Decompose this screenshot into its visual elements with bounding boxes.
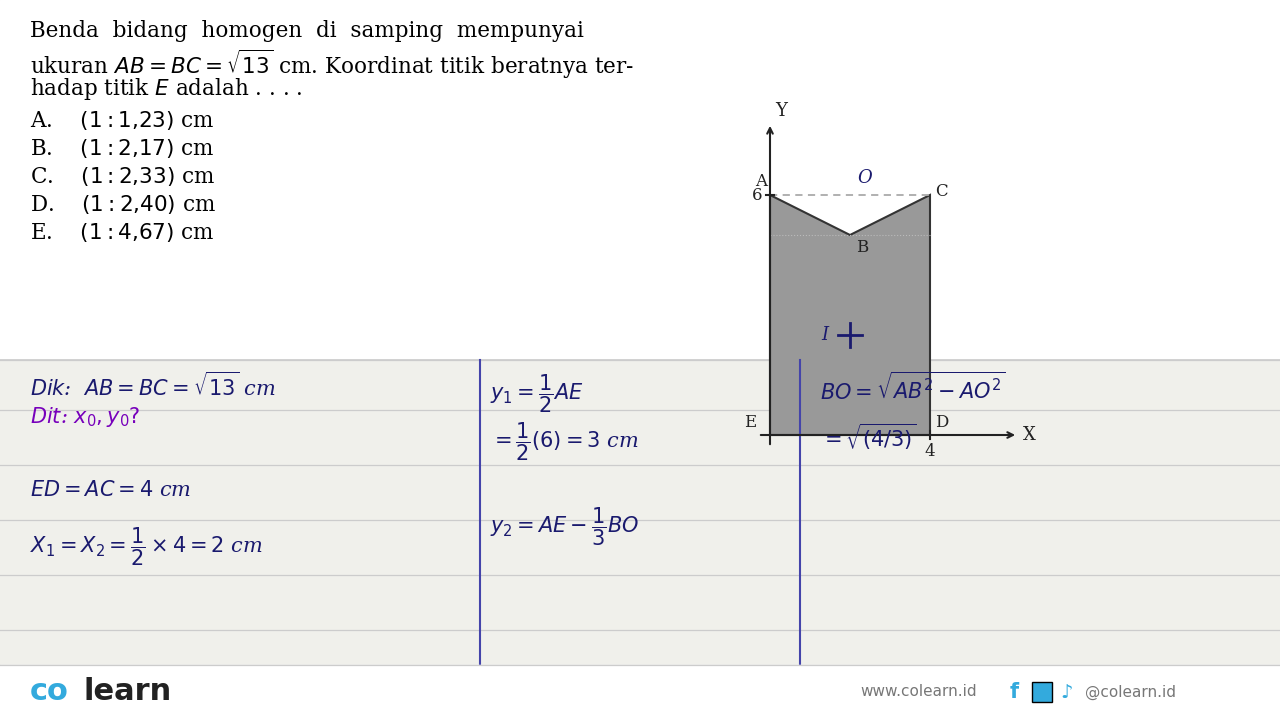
Text: @colearn.id: @colearn.id (1085, 685, 1176, 700)
Text: I: I (820, 326, 828, 344)
Text: Y: Y (774, 102, 787, 120)
Text: D: D (934, 414, 948, 431)
Text: 6: 6 (751, 186, 762, 204)
Text: f: f (1010, 682, 1019, 702)
Text: $X_1 = X_2 = \dfrac{1}{2} \times 4 = 2$ cm: $X_1 = X_2 = \dfrac{1}{2} \times 4 = 2$ … (29, 525, 262, 567)
Text: www.colearn.id: www.colearn.id (860, 685, 977, 700)
Text: $= \sqrt{(4/3)}$: $= \sqrt{(4/3)}$ (820, 422, 916, 452)
Text: E: E (744, 414, 756, 431)
Text: O: O (858, 169, 873, 187)
Text: D.    $(1 : 2{,}40)$ cm: D. $(1 : 2{,}40)$ cm (29, 193, 216, 216)
Text: E.    $(1 : 4{,}67)$ cm: E. $(1 : 4{,}67)$ cm (29, 221, 215, 244)
Text: A: A (755, 173, 767, 190)
Polygon shape (771, 195, 931, 435)
Bar (0, 665, 1280, 720)
Text: ♪: ♪ (1060, 683, 1073, 701)
Text: $Dit$: $x_0, y_0?$: $Dit$: $x_0, y_0?$ (29, 405, 141, 429)
Text: $y_1 = \dfrac{1}{2} AE$: $y_1 = \dfrac{1}{2} AE$ (490, 372, 584, 415)
Bar (0, 360, 1280, 665)
Text: learn: learn (83, 678, 172, 706)
Text: $= \dfrac{1}{2}(6) = 3$ cm: $= \dfrac{1}{2}(6) = 3$ cm (490, 420, 639, 462)
Text: $BO = \sqrt{AB^2 - AO^2}$: $BO = \sqrt{AB^2 - AO^2}$ (820, 372, 1006, 404)
Text: ukuran $AB = BC = \sqrt{13}$ cm. Koordinat titik beratnya ter-: ukuran $AB = BC = \sqrt{13}$ cm. Koordin… (29, 48, 635, 81)
Bar (0, 360, 1280, 665)
Text: Benda  bidang  homogen  di  samping  mempunyai: Benda bidang homogen di samping mempunya… (29, 20, 584, 42)
Text: $ED = AC = 4$ cm: $ED = AC = 4$ cm (29, 480, 191, 500)
Text: B: B (856, 239, 868, 256)
Text: C: C (934, 184, 947, 200)
Text: $Dik$:  $AB = BC = \sqrt{13}$ cm: $Dik$: $AB = BC = \sqrt{13}$ cm (29, 372, 276, 400)
Text: A.    $(1 : 1{,}23)$ cm: A. $(1 : 1{,}23)$ cm (29, 109, 214, 132)
Bar (0, 0, 1280, 360)
Text: B.    $(1 : 2{,}17)$ cm: B. $(1 : 2{,}17)$ cm (29, 137, 215, 160)
Text: $y_2 = AE - \dfrac{1}{3} BO$: $y_2 = AE - \dfrac{1}{3} BO$ (490, 505, 639, 547)
Text: C.    $(1 : 2{,}33)$ cm: C. $(1 : 2{,}33)$ cm (29, 165, 215, 188)
Text: co: co (29, 678, 69, 706)
Text: hadap titik $E$ adalah . . . .: hadap titik $E$ adalah . . . . (29, 76, 302, 102)
FancyBboxPatch shape (1032, 682, 1052, 702)
Text: 4: 4 (924, 443, 936, 460)
Text: X: X (1023, 426, 1036, 444)
